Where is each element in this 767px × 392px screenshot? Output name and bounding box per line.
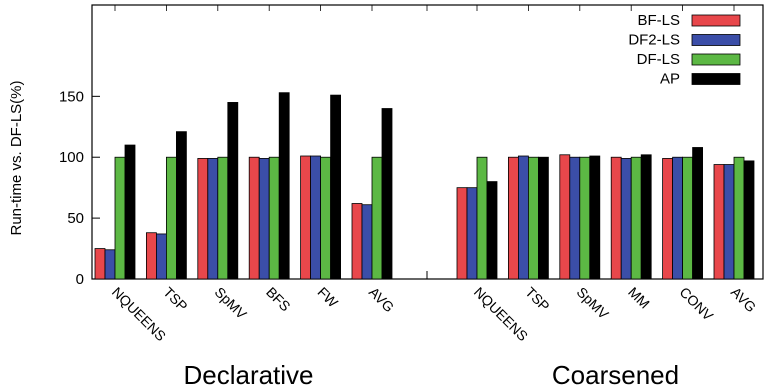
bar-declarative-spmv-df-ls [217,156,229,280]
bar-declarative-spmv-df2-ls [207,158,219,280]
bar-declarative-avg-ap [381,108,393,280]
bar-declarative-bfs-df2-ls [258,158,270,280]
bar-declarative-nqueens-bf-ls [94,248,106,280]
legend: BF-LS DF2-LS DF-LS AP [628,12,741,88]
bar-declarative-nqueens-df-ls [114,156,126,280]
category-label: SpMV [574,284,613,323]
category-label: FW [314,284,341,311]
bar-declarative-bfs-ap [278,92,290,280]
legend-label: DF2-LS [628,32,680,49]
bar-declarative-nqueens-ap [124,144,136,280]
y-axis-label: Run-time vs. DF-LS(%) [8,80,25,235]
legend-swatch [691,53,741,66]
category-label: MM [625,284,653,312]
bar-declarative-avg-df-ls [371,156,383,280]
y-tick-label: 150 [59,88,84,105]
bar-coarsened-spmv-ap [589,155,601,280]
bar-coarsened-nqueens-ap [486,181,498,280]
group-label: Coarsened [552,360,679,390]
bar-declarative-tsp-df-ls [165,156,177,280]
legend-swatch [691,34,741,46]
legend-swatch [691,73,741,85]
bar-declarative-tsp-bf-ls [145,232,157,280]
bar-declarative-avg-bf-ls [351,203,363,280]
bar-coarsened-nqueens-df2-ls [466,187,478,280]
axes [91,4,764,280]
category-label: SpMV [212,284,251,323]
bar-coarsened-nqueens-df-ls [476,156,488,280]
legend-label: DF-LS [637,51,680,68]
category-label: NQUEENS [109,284,169,344]
bar-coarsened-mm-ap [640,154,652,280]
category-label: TSP [522,284,553,315]
category-label: TSP [160,284,191,315]
legend-swatch [691,14,741,27]
category-label: AVG [366,284,397,315]
bar-coarsened-conv-df2-ls [672,156,683,280]
bar-coarsened-mm-df-ls [630,156,642,280]
bar-coarsened-spmv-df-ls [579,156,591,280]
category-label: AVG [728,284,759,315]
bar-coarsened-avg-ap [743,160,755,280]
bar-declarative-spmv-ap [227,102,239,280]
category-label: CONV [676,284,716,324]
group-label: Declarative [183,360,313,390]
bar-declarative-fw-bf-ls [300,155,312,280]
y-tick-label: 0 [76,271,84,288]
y-tick-label: 100 [59,149,84,166]
bar-declarative-tsp-df2-ls [155,233,167,280]
category-label: NQUEENS [471,284,531,344]
bar-coarsened-tsp-ap [538,156,549,280]
bar-coarsened-avg-df-ls [733,156,745,280]
bar-declarative-avg-df2-ls [361,204,373,280]
bar-coarsened-mm-bf-ls [610,156,622,280]
bars [94,92,755,280]
legend-label: BF-LS [637,12,680,29]
bar-coarsened-tsp-df2-ls [518,155,529,280]
category-label: BFS [263,284,294,315]
bar-coarsened-avg-bf-ls [713,164,725,280]
bar-declarative-fw-ap [330,94,342,280]
bar-declarative-fw-df2-ls [310,155,322,280]
bar-coarsened-avg-df2-ls [723,164,735,280]
bar-declarative-bfs-df-ls [268,156,280,280]
bar-declarative-spmv-bf-ls [197,158,209,280]
legend-label: AP [660,71,680,88]
bar-coarsened-spmv-bf-ls [559,154,571,280]
bar-declarative-bfs-bf-ls [248,156,260,280]
bar-coarsened-tsp-df-ls [528,156,539,280]
bar-coarsened-tsp-bf-ls [507,156,519,280]
bar-coarsened-mm-df2-ls [620,158,632,280]
bar-coarsened-conv-bf-ls [662,158,673,280]
bar-declarative-nqueens-df2-ls [104,249,116,280]
y-tick-label: 50 [67,210,84,227]
bar-coarsened-conv-df-ls [682,156,693,280]
bar-coarsened-nqueens-bf-ls [456,187,468,280]
bar-coarsened-spmv-df2-ls [569,156,581,280]
bar-coarsened-conv-ap [692,147,703,280]
bar-declarative-tsp-ap [175,131,187,280]
bar-declarative-fw-df-ls [320,156,332,280]
